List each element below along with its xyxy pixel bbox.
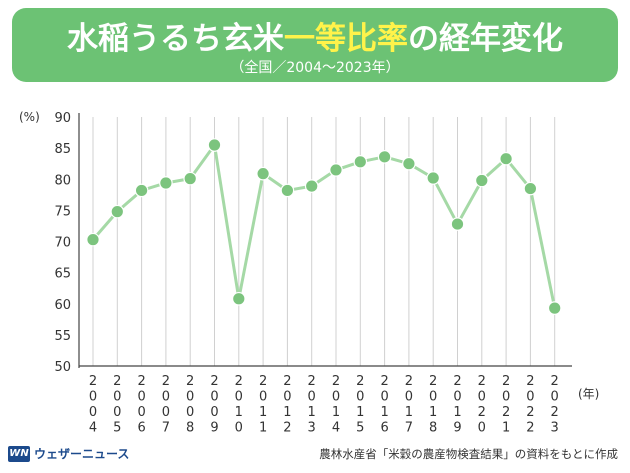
data-point <box>474 173 489 188</box>
data-point <box>329 163 343 177</box>
data-point <box>353 155 368 169</box>
y-tick-label: 65 <box>54 267 71 282</box>
x-axis-unit: (年) <box>578 387 599 401</box>
weathernews-logo-icon: WN <box>8 445 30 462</box>
data-point <box>159 176 173 190</box>
chart-subtitle: （全国／2004～2023年） <box>230 60 400 76</box>
title-main-text: 水稲うるち玄米 <box>67 21 284 57</box>
data-point <box>86 232 100 247</box>
y-tick-label: 75 <box>54 204 71 219</box>
y-axis-unit: (%) <box>19 110 40 124</box>
y-tick-label: 90 <box>54 111 71 126</box>
data-point <box>280 183 295 198</box>
data-point <box>110 204 125 219</box>
data-point <box>499 151 513 166</box>
title-tail-text: の経年変化 <box>408 21 563 57</box>
y-tick-label: 85 <box>54 142 71 157</box>
data-point <box>450 217 465 231</box>
data-point <box>134 183 149 198</box>
y-tick-label: 55 <box>54 329 71 344</box>
title-highlight-text: 一等比率 <box>284 21 408 57</box>
chart-title: 水稲うるち玄米一等比率の経年変化 <box>12 13 618 58</box>
y-tick-label: 70 <box>54 236 71 251</box>
data-point <box>256 166 270 181</box>
weathernews-logo-text: ウェザーニュース <box>34 447 130 461</box>
data-point <box>207 138 222 152</box>
weathernews-logo: WN ウェザーニュース <box>8 445 129 462</box>
data-point <box>232 291 246 306</box>
data-point <box>402 156 416 171</box>
series-line <box>91 143 557 309</box>
data-point <box>547 301 562 315</box>
data-point <box>377 150 392 164</box>
data-point <box>304 179 319 193</box>
data-point <box>183 171 197 186</box>
data-point <box>426 171 440 185</box>
source-note: 農林水産省「米穀の農産物検査結果」の資料をもとに作成 <box>319 447 618 461</box>
y-tick-label: 50 <box>54 360 71 375</box>
data-point <box>523 181 538 196</box>
title-banner: 水稲うるち玄米一等比率の経年変化 （全国／2004～2023年） <box>12 8 618 82</box>
y-tick-label: 60 <box>54 298 71 313</box>
y-tick-label: 80 <box>54 173 71 188</box>
